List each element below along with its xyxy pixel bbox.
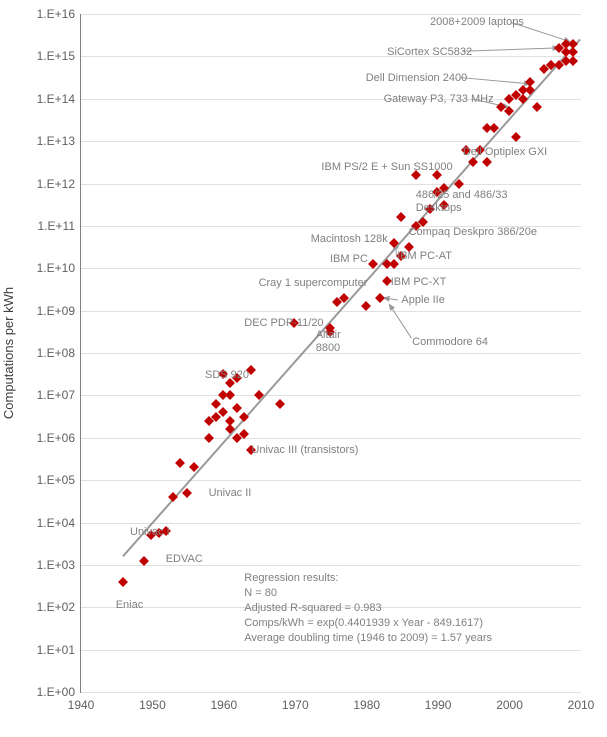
gridline [81, 565, 581, 566]
gridline [81, 523, 581, 524]
gridline [81, 184, 581, 185]
x-tick-label: 1960 [210, 692, 237, 712]
y-tick-label: 1.E+15 [37, 49, 81, 63]
annotation-label: Compaq Deskpro 386/20e [409, 226, 537, 239]
gridline [81, 56, 581, 57]
gridline [81, 438, 581, 439]
annotation-label: IBM PS/2 E + Sun SS1000 [321, 161, 452, 174]
y-tick-label: 1.E+09 [37, 304, 81, 318]
chart-container: 1.E+001.E+011.E+021.E+031.E+041.E+051.E+… [0, 0, 607, 737]
y-tick-label: 1.E+10 [37, 261, 81, 275]
x-tick-label: 1950 [139, 692, 166, 712]
annotation-label: SDS 920 [205, 369, 249, 382]
x-tick-label: 1980 [353, 692, 380, 712]
annotation-label: Dell Optiplex GXI [463, 146, 547, 159]
annotation-label: Gateway P3, 733 MHz [384, 93, 494, 106]
y-tick-label: 1.E+08 [37, 346, 81, 360]
annotation-label: SiCortex SC5832 [387, 46, 472, 59]
gridline [81, 650, 581, 651]
annotation-label: IBM PC-XT [391, 276, 447, 289]
annotation-label: 2008+2009 laptops [430, 16, 524, 29]
y-tick-label: 1.E+05 [37, 473, 81, 487]
x-tick-label: 2010 [568, 692, 595, 712]
annotation-label: Univac I [130, 526, 170, 539]
annotation-label: IBM PC-AT [397, 250, 452, 263]
annotation-label: Cray 1 supercomputer [259, 277, 368, 290]
annotation-label: IBM PC [330, 253, 368, 266]
y-tick-label: 1.E+16 [37, 7, 81, 21]
gridline [81, 268, 581, 269]
gridline [81, 141, 581, 142]
gridline [81, 14, 581, 15]
y-tick-label: 1.E+12 [37, 177, 81, 191]
gridline [81, 480, 581, 481]
annotation-label: Univac II [209, 487, 252, 500]
gridline [81, 311, 581, 312]
annotation-label: Altair8800 [316, 329, 341, 354]
annotation-label: 486/25 and 486/33Desktops [416, 189, 508, 214]
y-tick-label: 1.E+01 [37, 643, 81, 657]
annotation-label: Eniac [116, 599, 144, 612]
gridline [81, 395, 581, 396]
x-tick-label: 1940 [68, 692, 95, 712]
y-tick-label: 1.E+14 [37, 92, 81, 106]
annotation-label: DEC PDP-11/20 [244, 317, 323, 330]
annotation-label: EDVAC [166, 553, 203, 566]
regression-results: Regression results:N = 80Adjusted R-squa… [244, 571, 492, 645]
annotation-label: Commodore 64 [412, 336, 488, 349]
x-tick-label: 2000 [496, 692, 523, 712]
annotation-label: Dell Dimension 2400 [366, 72, 468, 85]
y-tick-label: 1.E+07 [37, 388, 81, 402]
y-tick-label: 1.E+03 [37, 558, 81, 572]
annotation-label: Macintosh 128k [311, 233, 388, 246]
y-tick-label: 1.E+04 [37, 516, 81, 530]
x-tick-label: 1970 [282, 692, 309, 712]
y-tick-label: 1.E+06 [37, 431, 81, 445]
annotation-label: Univac III (transistors) [251, 444, 358, 457]
y-tick-label: 1.E+13 [37, 134, 81, 148]
x-tick-label: 1990 [425, 692, 452, 712]
y-tick-label: 1.E+02 [37, 600, 81, 614]
y-axis-label: Computations per kWh [1, 287, 16, 419]
annotation-label: Apple IIe [401, 294, 444, 307]
y-tick-label: 1.E+11 [38, 219, 81, 233]
